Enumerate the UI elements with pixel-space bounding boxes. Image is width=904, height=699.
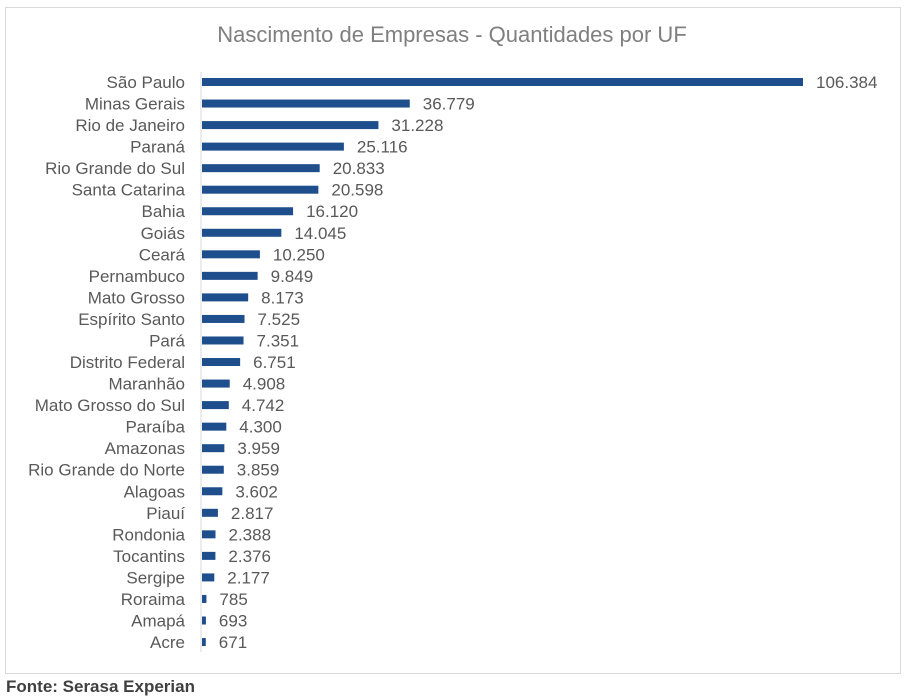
data-label: 16.120 bbox=[306, 202, 358, 221]
source-note: Fonte: Serasa Experian bbox=[6, 677, 195, 696]
data-label: 6.751 bbox=[253, 353, 296, 372]
bar bbox=[202, 530, 216, 539]
data-label: 693 bbox=[219, 612, 247, 631]
data-label: 10.250 bbox=[273, 245, 325, 264]
bar bbox=[202, 487, 223, 496]
category-label: Acre bbox=[150, 633, 185, 652]
chart-frame bbox=[5, 7, 901, 674]
bar bbox=[202, 293, 249, 302]
category-label: Espírito Santo bbox=[78, 310, 185, 329]
category-label: Pernambuco bbox=[89, 267, 185, 286]
bar bbox=[202, 228, 282, 237]
bar bbox=[202, 508, 218, 517]
data-label: 4.742 bbox=[242, 396, 285, 415]
data-label: 25.116 bbox=[357, 138, 408, 157]
bar bbox=[202, 465, 224, 474]
data-label: 2.388 bbox=[228, 525, 271, 544]
bar bbox=[202, 78, 803, 86]
category-label: Santa Catarina bbox=[72, 181, 186, 200]
chart-title: Nascimento de Empresas - Quantidades por… bbox=[217, 22, 687, 47]
data-label: 20.833 bbox=[333, 159, 385, 178]
category-label: Roraima bbox=[121, 590, 186, 609]
data-label: 4.908 bbox=[243, 375, 286, 394]
category-label: São Paulo bbox=[107, 73, 185, 92]
category-label: Amazonas bbox=[105, 439, 185, 458]
bar bbox=[202, 314, 245, 323]
data-label: 2.177 bbox=[227, 568, 270, 587]
category-label: Minas Gerais bbox=[85, 95, 185, 114]
bar bbox=[202, 594, 207, 603]
bar bbox=[202, 271, 258, 280]
data-label: 2.376 bbox=[228, 547, 271, 566]
data-label: 20.598 bbox=[331, 181, 383, 200]
category-label: Rio Grande do Norte bbox=[28, 461, 185, 480]
bar bbox=[202, 573, 215, 582]
bar bbox=[202, 121, 379, 130]
category-label: Bahia bbox=[142, 202, 186, 221]
category-label: Amapá bbox=[131, 612, 185, 631]
data-label: 7.525 bbox=[258, 310, 301, 329]
data-label: 9.849 bbox=[271, 267, 314, 286]
data-label: 3.602 bbox=[235, 482, 278, 501]
category-label: Maranhão bbox=[108, 375, 185, 394]
category-label: Mato Grosso do Sul bbox=[35, 396, 185, 415]
bar bbox=[202, 99, 410, 108]
bar bbox=[202, 616, 206, 625]
bar bbox=[202, 207, 294, 216]
bar bbox=[202, 336, 244, 345]
data-label: 106.384 bbox=[816, 73, 877, 92]
bar bbox=[202, 638, 206, 647]
bar bbox=[202, 401, 229, 410]
data-label: 3.959 bbox=[237, 439, 280, 458]
data-label: 2.817 bbox=[231, 504, 274, 523]
category-label: Mato Grosso bbox=[88, 288, 185, 307]
bar bbox=[202, 142, 344, 151]
category-label: Rondonia bbox=[112, 525, 185, 544]
data-label: 31.228 bbox=[391, 116, 443, 135]
category-label: Goiás bbox=[141, 224, 185, 243]
data-label: 7.351 bbox=[257, 331, 300, 350]
bar bbox=[202, 250, 260, 259]
category-label: Ceará bbox=[139, 245, 186, 264]
data-label: 785 bbox=[219, 590, 247, 609]
bar bbox=[202, 185, 319, 194]
category-label: Tocantins bbox=[113, 547, 185, 566]
bar bbox=[202, 164, 320, 173]
bar bbox=[202, 551, 216, 560]
category-label: Alagoas bbox=[124, 482, 185, 501]
category-label: Pará bbox=[149, 331, 185, 350]
category-label: Rio de Janeiro bbox=[75, 116, 185, 135]
data-label: 36.779 bbox=[423, 95, 475, 114]
category-label: Distrito Federal bbox=[70, 353, 185, 372]
bar bbox=[202, 379, 230, 388]
data-label: 14.045 bbox=[294, 224, 346, 243]
data-label: 8.173 bbox=[261, 288, 304, 307]
data-label: 3.859 bbox=[237, 461, 280, 480]
bar bbox=[202, 358, 241, 367]
data-label: 671 bbox=[219, 633, 247, 652]
category-label: Piauí bbox=[146, 504, 185, 523]
category-label: Rio Grande do Sul bbox=[45, 159, 185, 178]
data-label: 4.300 bbox=[239, 418, 282, 437]
category-label: Sergipe bbox=[126, 568, 185, 587]
bar bbox=[202, 422, 227, 431]
category-label: Paraíba bbox=[125, 418, 185, 437]
bar bbox=[202, 444, 225, 453]
category-label: Paraná bbox=[130, 138, 185, 157]
